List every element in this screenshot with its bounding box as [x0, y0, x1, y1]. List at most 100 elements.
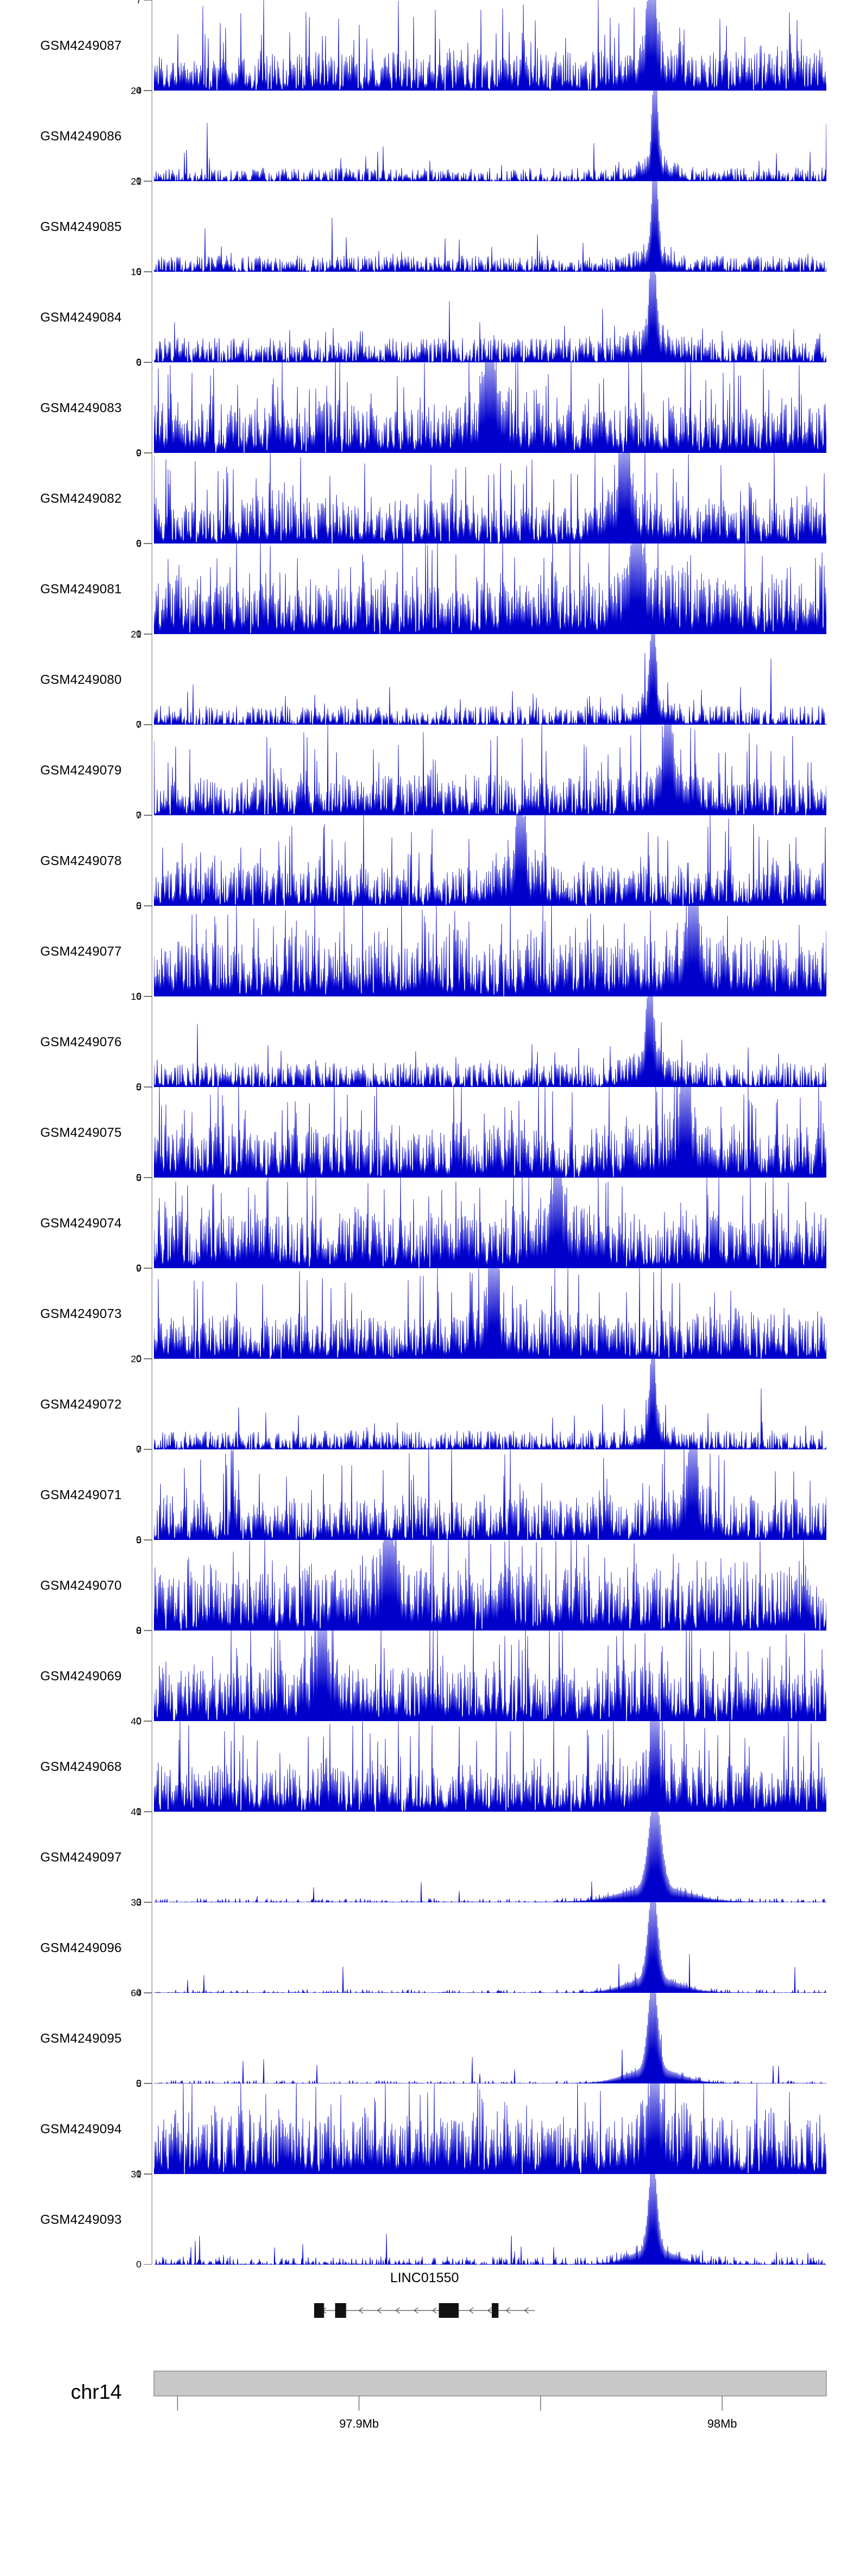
track-y-axis: 16 0: [131, 267, 154, 367]
coverage-area: [154, 725, 826, 815]
y-axis-min-label: 0: [136, 1081, 142, 1092]
track-label-gsm4249080: GSM4249080: [40, 671, 122, 687]
y-axis-max-label: 16: [131, 267, 142, 277]
track-label-gsm4249094: GSM4249094: [40, 2121, 122, 2136]
coverage-area: [154, 1902, 826, 1993]
coverage-area: [154, 906, 826, 996]
y-axis-tick-max: [144, 634, 152, 635]
y-axis-max-label: 7: [136, 1444, 142, 1455]
y-axis-max-label: 5: [136, 1082, 142, 1093]
track-y-axis: 24 0: [131, 85, 154, 186]
track-plot-area: [154, 1449, 826, 1540]
coverage-track: GSM4249075 5 0: [0, 1082, 849, 1183]
y-axis-min-label: 0: [136, 1897, 142, 1907]
y-axis-max-label: 31: [131, 2169, 142, 2180]
gene-strand-arrow-icon: [469, 2307, 474, 2314]
track-label-gsm4249095: GSM4249095: [40, 2030, 122, 2046]
coverage-track: GSM4249081 6 0: [0, 538, 849, 639]
coverage-area: [154, 1449, 826, 1540]
track-label-gsm4249082: GSM4249082: [40, 490, 122, 506]
track-label-gsm4249096: GSM4249096: [40, 1940, 122, 1955]
axis-tick-label: 98Mb: [707, 2417, 737, 2430]
gene-model-panel: LINC01550: [0, 2265, 849, 2350]
y-axis-min-label: 0: [136, 538, 142, 549]
y-axis-min-label: 0: [136, 2259, 142, 2270]
y-axis-max-label: 33: [131, 1897, 142, 1908]
y-axis-max-label: 7: [136, 810, 142, 821]
y-axis-tick-max: [144, 1449, 152, 1450]
track-y-axis: 40 0: [131, 1716, 154, 1817]
y-axis-tick-max: [144, 1902, 152, 1903]
track-plot-area: [154, 272, 826, 362]
y-axis-tick-min: [144, 1358, 152, 1359]
track-label-gsm4249097: GSM4249097: [40, 1849, 122, 1864]
y-axis-tick-max: [144, 1087, 152, 1088]
y-axis-min-label: 0: [136, 1625, 142, 1636]
y-axis-max-label: 64: [131, 1988, 142, 1999]
coverage-area: [154, 2083, 826, 2174]
track-label-gsm4249079: GSM4249079: [40, 762, 122, 777]
coverage-area: [154, 1359, 826, 1449]
track-plot-area: [154, 91, 826, 181]
gene-strand-arrow-icon: [395, 2307, 400, 2314]
gene-exon: [335, 2303, 346, 2318]
track-plot-area: [154, 906, 826, 996]
track-y-axis: 64 0: [131, 1988, 154, 2089]
ideogram-bar: [153, 2370, 827, 2397]
gene-exon: [491, 2303, 499, 2318]
gene-strand-arrow-icon: [358, 2307, 363, 2314]
y-axis-max-label: 5: [136, 2078, 142, 2089]
y-axis-min-label: 0: [136, 2168, 142, 2179]
y-axis-tick-max: [144, 1268, 152, 1269]
coverage-area: [154, 1087, 826, 1178]
coverage-area: [154, 272, 826, 362]
chromosome-label: chr14: [70, 2380, 122, 2403]
y-axis-tick-max: [144, 1540, 152, 1541]
track-label-gsm4249069: GSM4249069: [40, 1668, 122, 1683]
coverage-track: GSM4249071 7 0: [0, 1444, 849, 1545]
chromosome-axis-panel: chr14 97.9Mb 98Mb: [0, 2350, 849, 2480]
y-axis-min-label: 0: [136, 628, 142, 639]
y-axis-min-label: 0: [136, 176, 142, 186]
y-axis-min-label: 0: [136, 1172, 142, 1183]
y-axis-min-label: 0: [136, 1353, 142, 1364]
y-axis-tick-max: [144, 1721, 152, 1722]
chromosome-ideogram: 97.9Mb 98Mb: [131, 2367, 833, 2474]
coverage-track: GSM4249095 64 0: [0, 1988, 849, 2089]
gene-exon: [314, 2303, 324, 2318]
coverage-tracks-container: GSM4249087 7 0 GSM4249086 24 0 GSM4249085 21 0 GS…: [0, 0, 849, 2270]
track-label-gsm4249071: GSM4249071: [40, 1487, 122, 1502]
coverage-area: [154, 1268, 826, 1359]
coverage-area: [154, 815, 826, 906]
track-plot-area: [154, 996, 826, 1087]
track-label-gsm4249070: GSM4249070: [40, 1577, 122, 1593]
track-label-gsm4249086: GSM4249086: [40, 128, 122, 143]
track-label-gsm4249078: GSM4249078: [40, 853, 122, 868]
coverage-track: GSM4249074 5 0: [0, 1173, 849, 1273]
track-y-axis: 21 0: [131, 629, 154, 730]
y-axis-max-label: 5: [136, 1535, 142, 1546]
coverage-area: [154, 0, 826, 91]
coverage-track: GSM4249070 5 0: [0, 1535, 849, 1636]
coverage-area: [154, 181, 826, 272]
y-axis-tick-max: [144, 362, 152, 363]
coverage-track: GSM4249087 7 0: [0, 0, 849, 96]
coverage-area: [154, 1812, 826, 1902]
y-axis-max-label: 5: [136, 901, 142, 912]
coverage-area: [154, 544, 826, 634]
y-axis-max-label: 21: [131, 629, 142, 640]
track-plot-area: [154, 815, 826, 906]
y-axis-tick-max: [144, 996, 152, 997]
y-axis-min-label: 0: [136, 266, 142, 277]
coverage-track: GSM4249093 31 0: [0, 2169, 849, 2270]
coverage-track: GSM4249082 9 0: [0, 448, 849, 549]
gene-strand-arrow-icon: [376, 2307, 382, 2314]
y-axis-max-label: 41: [131, 1807, 142, 1817]
y-axis-max-label: 16: [131, 991, 142, 1002]
